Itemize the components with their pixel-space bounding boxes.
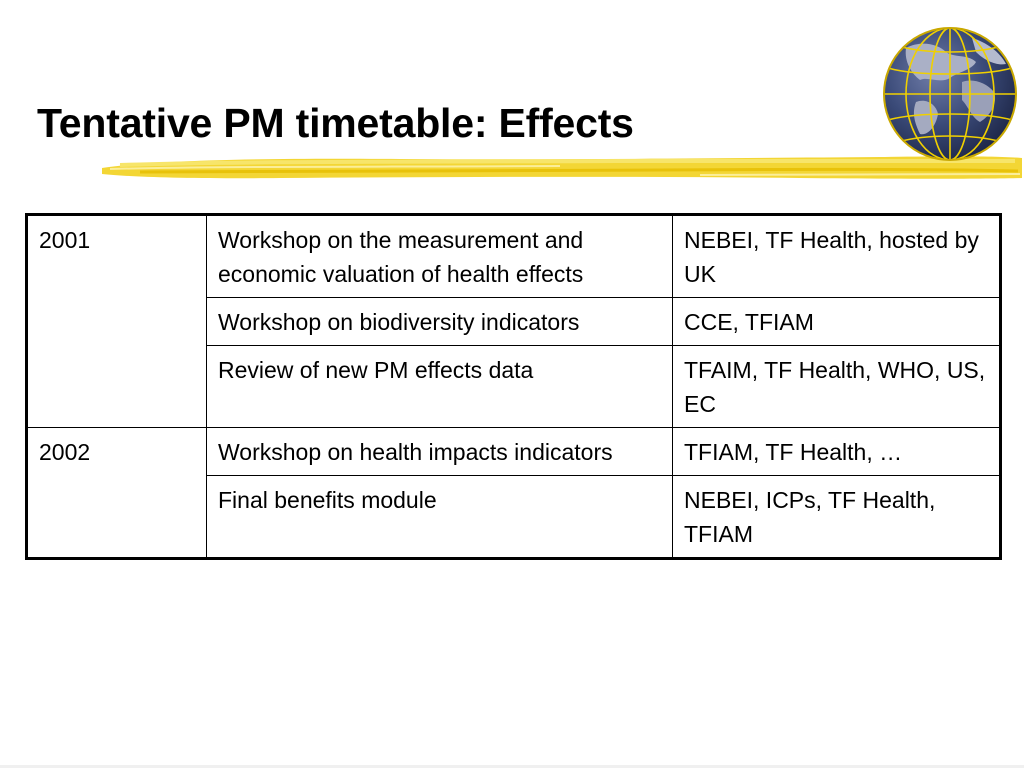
table-row: Review of new PM effects data TFAIM, TF … [27, 345, 1001, 428]
table-row: 2002 Workshop on health impacts indicato… [26, 427, 1001, 559]
year-cell: 2001 [26, 214, 207, 428]
lead-cell: NEBEI, ICPs, TF Health, TFIAM [672, 475, 1001, 559]
lead-cell: CCE, TFIAM [672, 297, 1001, 346]
bottom-edge-rule [0, 765, 1024, 768]
brush-stroke-decoration [102, 156, 1022, 179]
event-cell: Final benefits module [206, 475, 673, 559]
table-row: Workshop on biodiversity indicators CCE,… [27, 297, 1001, 346]
table-row: 2001 Workshop on the measurement and eco… [26, 214, 1001, 428]
lead-cell: TFIAM, TF Health, … [672, 427, 1001, 476]
event-cell: Review of new PM effects data [206, 345, 673, 428]
event-cell: Workshop on health impacts indicators [206, 427, 673, 476]
globe-icon [883, 27, 1017, 161]
timetable-table: 2001 Workshop on the measurement and eco… [25, 213, 1002, 560]
table-row: Final benefits module NEBEI, ICPs, TF He… [27, 475, 1001, 559]
year-cell: 2002 [26, 427, 207, 559]
lead-cell: NEBEI, TF Health, hosted by UK [672, 214, 1001, 298]
lead-cell: TFAIM, TF Health, WHO, US, EC [672, 345, 1001, 428]
slide-title: Tentative PM timetable: Effects [37, 100, 634, 146]
event-cell: Workshop on the measurement and economic… [206, 214, 673, 298]
event-cell: Workshop on biodiversity indicators [206, 297, 673, 346]
